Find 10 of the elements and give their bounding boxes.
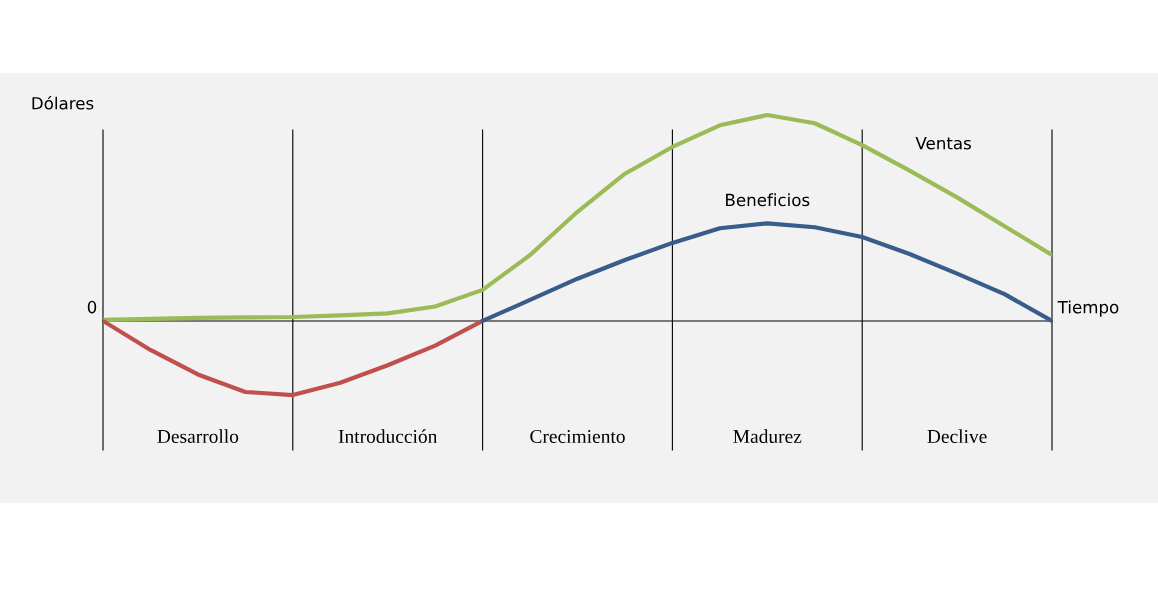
- text: 0: [87, 300, 97, 314]
- x-tick-label: Madurez: [733, 429, 802, 444]
- x-tick-label: Introducción: [338, 429, 438, 444]
- x-tick-label: Desarrollo: [157, 429, 239, 444]
- series-label: Beneficios: [726, 193, 810, 207]
- x-tick-label: Declive: [927, 429, 987, 444]
- series-label: Ventas: [915, 137, 971, 150]
- x-axis-title: Tiempo: [1057, 300, 1119, 317]
- y-axis-title: Dólares: [32, 96, 94, 110]
- x-tick-label: Crecimiento: [530, 429, 625, 444]
